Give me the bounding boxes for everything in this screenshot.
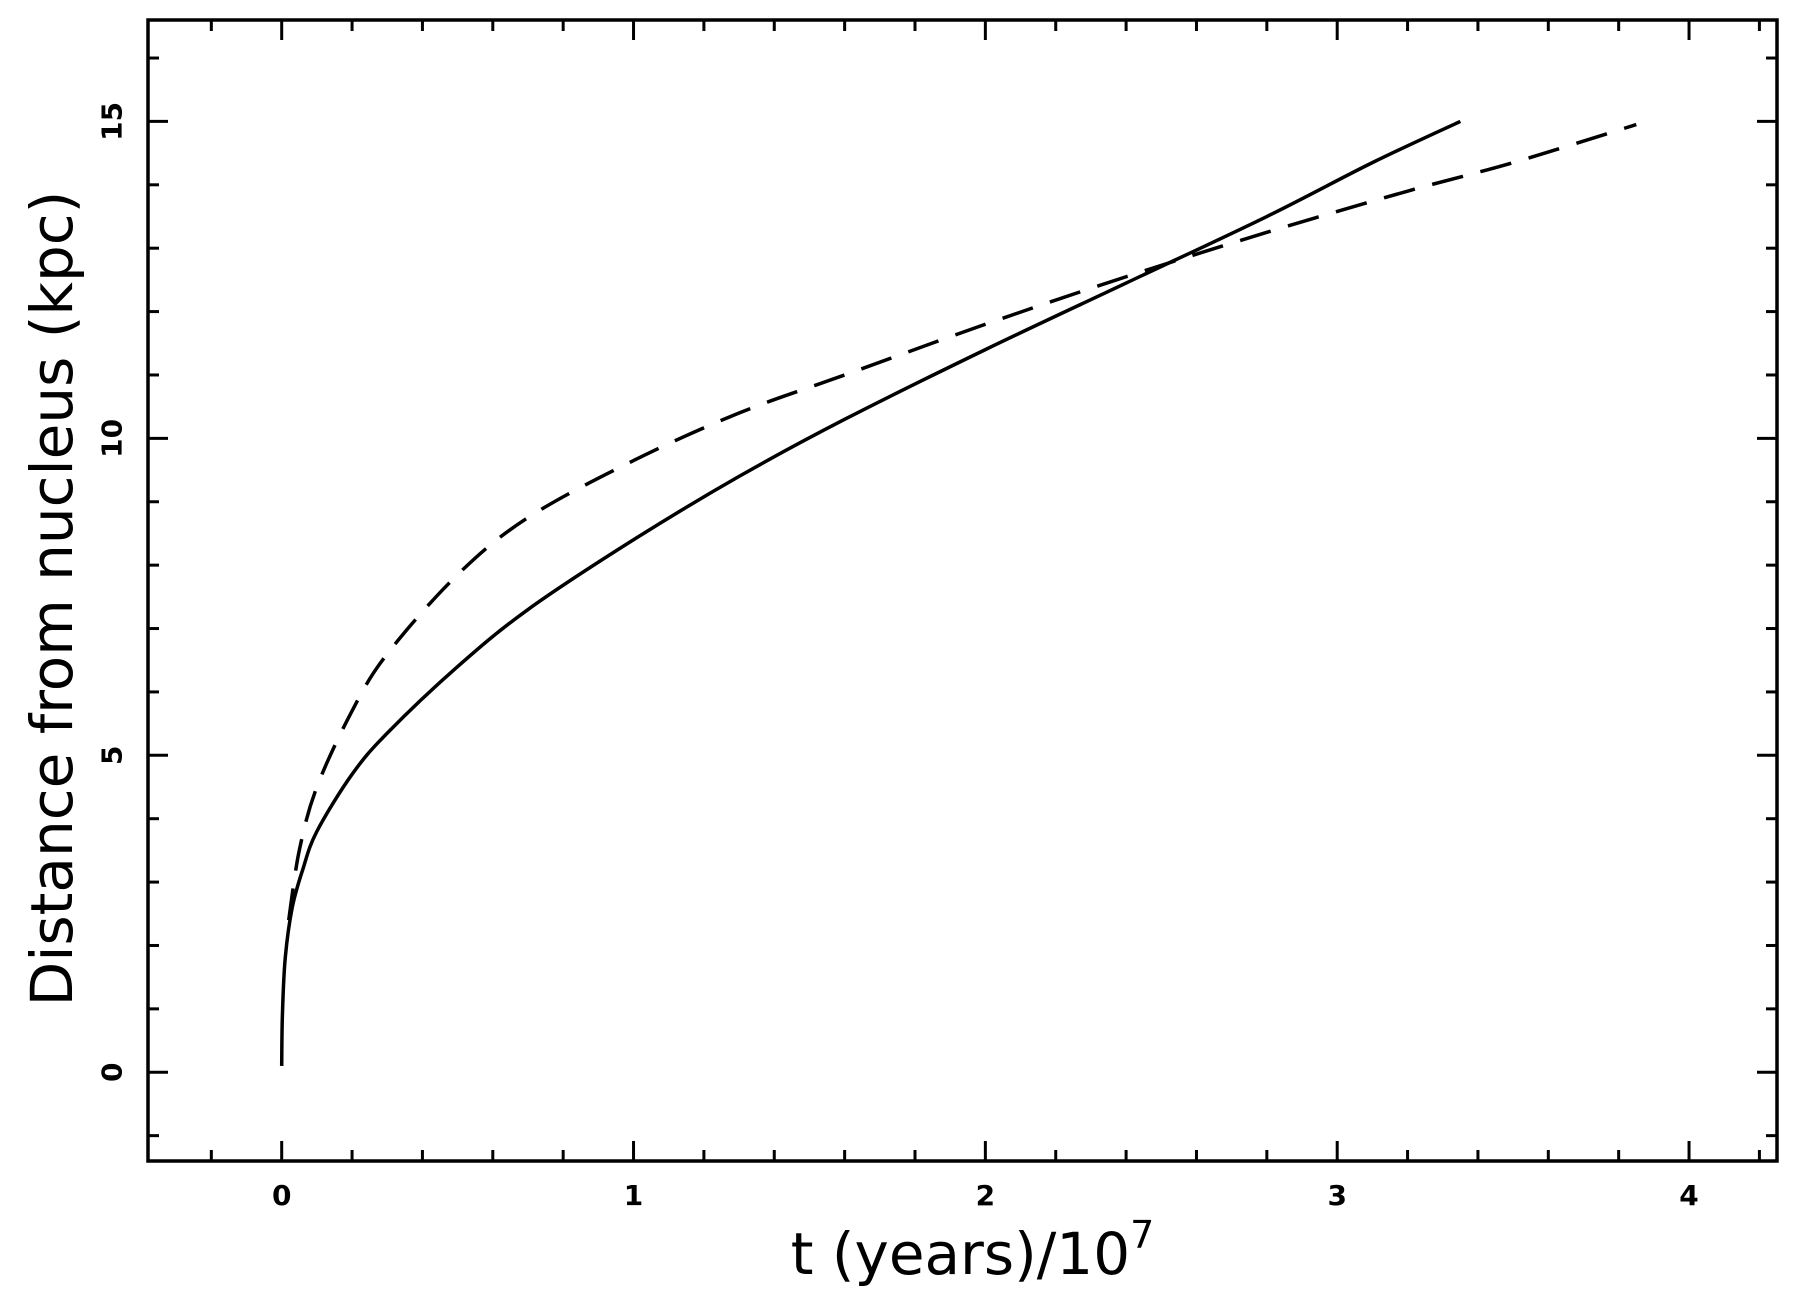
x-tick-label: 3 xyxy=(1327,1179,1346,1212)
x-tick-label: 2 xyxy=(976,1179,995,1212)
plot-frame xyxy=(146,18,1779,1163)
y-tick-label: 15 xyxy=(96,102,129,141)
x-tick-label: 1 xyxy=(624,1179,643,1212)
axis-ticks xyxy=(148,20,1777,1161)
tick-labels: 0 1 2 3 4 0 5 10 15 xyxy=(96,102,1699,1212)
x-tick-label: 0 xyxy=(272,1179,291,1212)
x-axis-title-exponent: 7 xyxy=(1130,1213,1154,1257)
x-axis-title: t (years)/107 xyxy=(791,1213,1155,1288)
x-tick-label: 4 xyxy=(1679,1179,1698,1212)
dashed-series-line xyxy=(286,122,1637,921)
y-tick-label: 0 xyxy=(96,1063,129,1082)
series-layer xyxy=(279,119,1637,1066)
y-axis-title: Distance from nucleus (kpc) xyxy=(18,191,86,1007)
y-tick-label: 10 xyxy=(96,419,129,458)
y-tick-label: 5 xyxy=(96,746,129,765)
x-axis-title-text: t (years)/10 xyxy=(791,1220,1130,1288)
solid-series-line xyxy=(279,119,1462,1066)
